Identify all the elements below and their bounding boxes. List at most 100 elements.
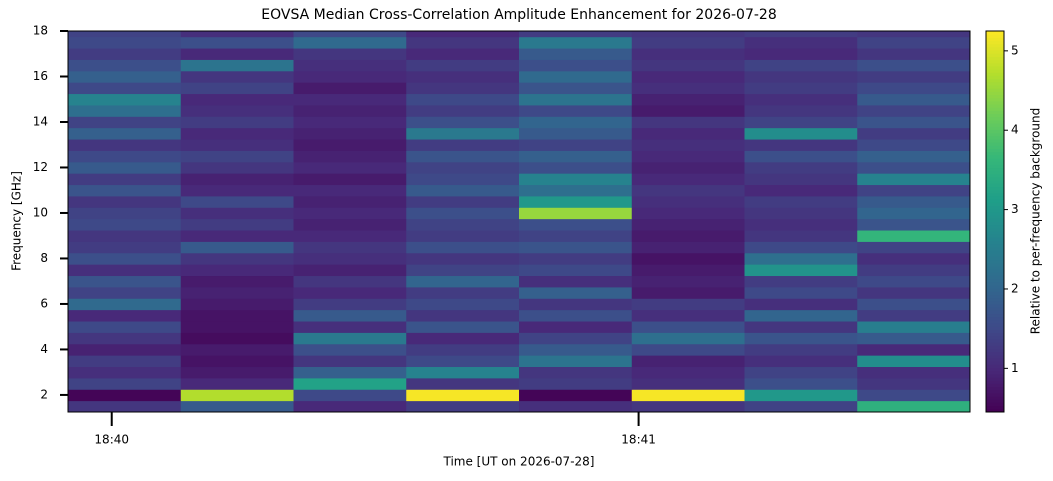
- colorbar-segment: [986, 408, 1004, 413]
- heatmap-cell: [519, 184, 633, 197]
- heatmap-cell: [180, 377, 294, 390]
- colorbar-segment: [986, 262, 1004, 267]
- heatmap-cell: [293, 241, 407, 254]
- heatmap-cell: [68, 161, 182, 174]
- colorbar-segment: [986, 113, 1004, 118]
- heatmap-cell: [406, 355, 520, 368]
- heatmap-cell: [744, 343, 858, 356]
- heatmap-cell: [293, 207, 407, 220]
- heatmap-cell: [406, 207, 520, 220]
- heatmap-cell: [744, 93, 858, 106]
- colorbar-segment: [986, 275, 1004, 280]
- heatmap-cell: [68, 286, 182, 299]
- colorbar-segment: [986, 259, 1004, 264]
- heatmap-cell: [68, 298, 182, 311]
- heatmap-cell: [519, 70, 633, 83]
- heatmap-cell: [857, 309, 971, 322]
- colorbar-segment: [986, 300, 1004, 305]
- heatmap-cell: [631, 343, 745, 356]
- colorbar-segment: [986, 123, 1004, 127]
- colorbar-segment: [986, 319, 1004, 324]
- heatmap-cell: [519, 93, 633, 106]
- heatmap-cell: [519, 161, 633, 174]
- heatmap-cell: [857, 150, 971, 163]
- colorbar-segment: [986, 234, 1004, 238]
- colorbar-segment: [986, 345, 1004, 349]
- heatmap-cell: [631, 48, 745, 60]
- heatmap-cell: [293, 70, 407, 83]
- heatmap-cell: [857, 389, 971, 402]
- heatmap-cell: [293, 275, 407, 288]
- colorbar-segment: [986, 138, 1004, 143]
- heatmap-cell: [631, 139, 745, 151]
- heatmap-cell: [857, 36, 971, 49]
- colorbar-segment: [986, 180, 1004, 184]
- heatmap-cell: [293, 355, 407, 368]
- chart-title: EOVSA Median Cross-Correlation Amplitude…: [261, 7, 777, 23]
- heatmap-cell: [744, 173, 858, 186]
- heatmap-cell: [744, 70, 858, 83]
- colorbar-segment: [986, 218, 1004, 222]
- heatmap-cell: [744, 298, 858, 311]
- heatmap-cell: [744, 184, 858, 197]
- colorbar-segment: [986, 46, 1004, 51]
- heatmap-cell: [631, 150, 745, 163]
- heatmap-cell: [293, 286, 407, 299]
- colorbar-segment: [986, 253, 1004, 257]
- heatmap-cell: [857, 400, 971, 413]
- heatmap-cell: [857, 195, 971, 208]
- heatmap-cell: [406, 48, 520, 60]
- heatmap-cell: [857, 230, 971, 242]
- heatmap-cell: [406, 218, 520, 231]
- colorbar-segment: [986, 291, 1004, 296]
- colorbar-segment: [986, 119, 1004, 124]
- heatmap-cell: [293, 150, 407, 163]
- heatmap-cell: [68, 82, 182, 95]
- heatmap-cell: [857, 184, 971, 197]
- heatmap-cell: [744, 161, 858, 174]
- colorbar-label: Relative to per-frequency background: [1029, 108, 1043, 335]
- colorbar-segment: [986, 135, 1004, 140]
- colorbar-segment: [986, 196, 1004, 200]
- heatmap-cell: [293, 116, 407, 129]
- heatmap-cell: [180, 173, 294, 186]
- colorbar-segment: [986, 250, 1004, 254]
- colorbar-segment: [986, 278, 1004, 283]
- heatmap-cell: [519, 298, 633, 311]
- heatmap-cell: [293, 36, 407, 49]
- heatmap-cell: [631, 230, 745, 242]
- heatmap-cell: [631, 104, 745, 117]
- colorbar-segment: [986, 148, 1004, 153]
- colorbar-segment: [986, 313, 1004, 318]
- heatmap-cell: [68, 127, 182, 140]
- heatmap-cell: [857, 218, 971, 231]
- heatmap-cell: [293, 161, 407, 174]
- heatmap-cell: [406, 298, 520, 311]
- colorbar-segment: [986, 189, 1004, 194]
- heatmap-cell: [631, 218, 745, 231]
- colorbar-segment: [986, 243, 1004, 248]
- colorbar-segment: [986, 164, 1004, 169]
- heatmap-cell: [180, 48, 294, 60]
- heatmap-cell: [857, 59, 971, 72]
- heatmap-cell: [68, 150, 182, 163]
- heatmap-cell: [744, 139, 858, 151]
- heatmap-cell: [857, 104, 971, 117]
- heatmap-cell: [631, 298, 745, 311]
- heatmap-cell: [519, 48, 633, 60]
- heatmap-cell: [406, 343, 520, 356]
- heatmap-cell: [68, 173, 182, 186]
- heatmap-cell: [68, 355, 182, 368]
- heatmap-cell: [406, 389, 520, 402]
- colorbar-segment: [986, 40, 1004, 45]
- heatmap-cell: [744, 116, 858, 129]
- heatmap-cell: [293, 218, 407, 231]
- heatmap-cell: [857, 366, 971, 379]
- heatmap-cell: [744, 275, 858, 288]
- heatmap-cell: [68, 377, 182, 390]
- heatmap-cell: [406, 230, 520, 242]
- heatmap-cell: [68, 218, 182, 231]
- heatmap-cell: [744, 150, 858, 163]
- heatmap-cell: [406, 31, 520, 38]
- heatmap-cell: [293, 366, 407, 379]
